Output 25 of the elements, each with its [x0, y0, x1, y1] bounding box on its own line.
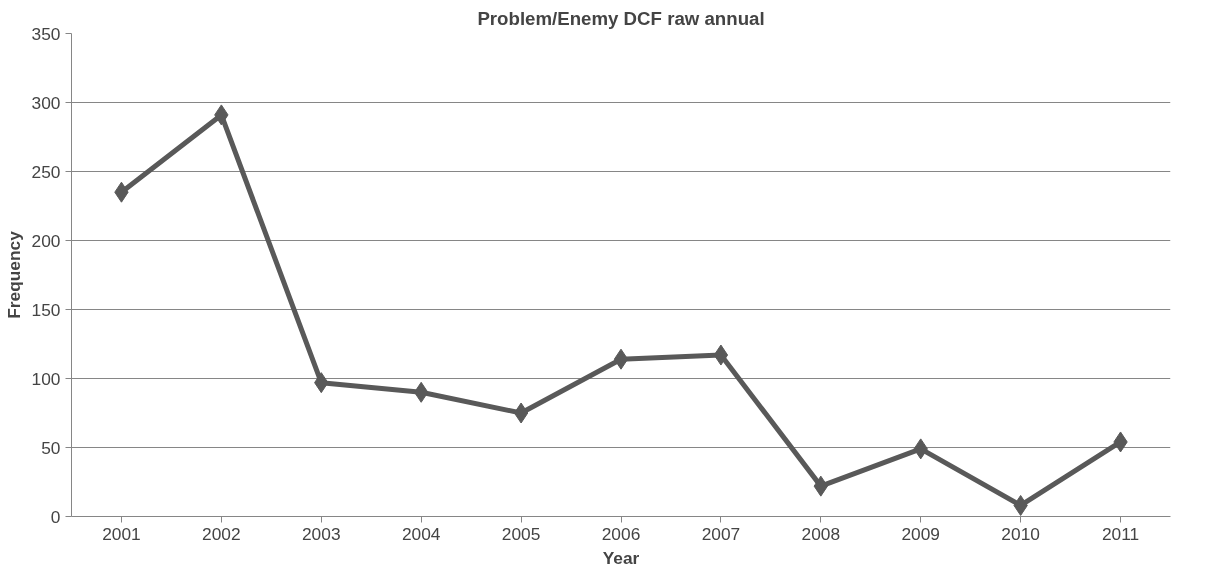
x-tick-label: 2001 — [102, 523, 141, 544]
x-tick-label: 2011 — [1101, 523, 1140, 544]
y-tick-label: 300 — [31, 92, 61, 113]
x-tick-label: 2010 — [1001, 523, 1040, 544]
x-tick-label: 2009 — [901, 523, 941, 544]
x-tick-label: 2004 — [401, 523, 441, 544]
x-tick-label: 2008 — [801, 523, 841, 544]
x-tick-label: 2003 — [302, 523, 341, 544]
x-tick-label: 2005 — [501, 523, 541, 544]
x-tick-label: 2007 — [701, 523, 741, 544]
y-tick-label: 50 — [41, 437, 61, 458]
point — [513, 402, 529, 424]
x-tick-label: 2002 — [202, 523, 241, 544]
x-tick-label: 2006 — [601, 523, 641, 544]
y-tick-label: 350 — [31, 23, 61, 44]
chart-title: Problem/Enemy DCF raw annual — [477, 7, 765, 29]
y-tick-label: 0 — [50, 506, 61, 527]
y-tick-label: 100 — [31, 368, 61, 389]
point — [713, 344, 729, 366]
x-axis-title: Year — [602, 547, 640, 568]
y-axis-title: Frequency — [3, 230, 24, 319]
y-tick-label: 200 — [31, 230, 61, 251]
y-tick-label: 250 — [31, 161, 61, 182]
point — [613, 348, 629, 370]
y-tick-label: 150 — [31, 299, 61, 320]
